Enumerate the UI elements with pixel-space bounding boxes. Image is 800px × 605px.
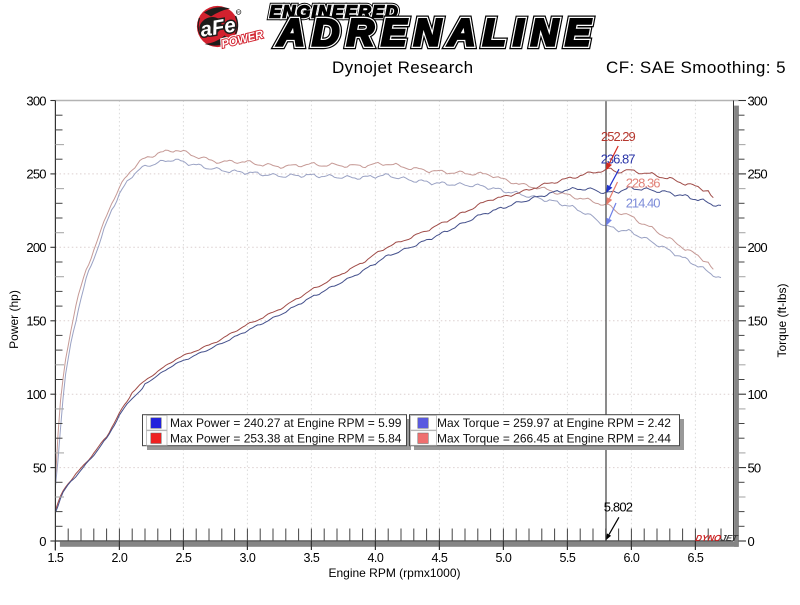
svg-text:200: 200 [26,240,46,255]
svg-text:DYNO: DYNO [695,533,723,543]
svg-text:50: 50 [33,460,46,475]
svg-text:1.5: 1.5 [47,551,63,565]
svg-text:ADRENALINE: ADRENALINE [277,13,598,55]
svg-text:ENGINEERED: ENGINEERED [270,2,400,22]
svg-text:250: 250 [748,167,768,182]
svg-text:ADRENALINE: ADRENALINE [277,13,598,55]
svg-text:250: 250 [26,167,46,182]
svg-text:100: 100 [748,387,768,402]
svg-text:0: 0 [748,534,755,549]
svg-text:252.29: 252.29 [601,129,636,144]
svg-text:150: 150 [26,314,46,329]
svg-text:5.0: 5.0 [495,551,511,565]
svg-text:300: 300 [748,93,768,108]
svg-text:aFe: aFe [199,13,237,41]
svg-text:0: 0 [39,534,46,549]
svg-text:2.5: 2.5 [175,551,191,565]
svg-text:200: 200 [748,240,768,255]
svg-text:214.40: 214.40 [626,196,661,211]
svg-text:3.5: 3.5 [303,551,319,565]
svg-text:R: R [237,11,240,15]
svg-text:50: 50 [748,460,761,475]
svg-text:150: 150 [748,314,768,329]
svg-text:Max Torque = 266.45 at Engine: Max Torque = 266.45 at Engine RPM = 2.44 [437,431,671,445]
svg-text:228.36: 228.36 [626,176,661,191]
svg-text:Max Torque = 259.97 at Engine: Max Torque = 259.97 at Engine RPM = 2.42 [437,416,671,430]
svg-text:6.5: 6.5 [687,551,703,565]
svg-text:6.0: 6.0 [623,551,639,565]
svg-text:Torque (ft-lbs): Torque (ft-lbs) [775,283,789,357]
svg-text:3.0: 3.0 [239,551,255,565]
svg-text:Engine RPM (rpmx1000): Engine RPM (rpmx1000) [328,566,460,580]
svg-text:5.802: 5.802 [604,499,633,514]
svg-text:Max Power = 240.27 at Engine R: Max Power = 240.27 at Engine RPM = 5.99 [170,416,402,430]
svg-text:4.0: 4.0 [367,551,383,565]
svg-text:JET: JET [720,533,740,543]
svg-text:4.5: 4.5 [431,551,447,565]
svg-text:5.5: 5.5 [559,551,575,565]
svg-text:236.87: 236.87 [601,152,636,167]
svg-text:ENGINEERED: ENGINEERED [270,2,400,22]
svg-text:300: 300 [26,93,46,108]
svg-text:100: 100 [26,387,46,402]
svg-text:Dynojet Research: Dynojet Research [332,58,474,77]
svg-text:ENGINEERED: ENGINEERED [270,2,400,22]
svg-text:ADRENALINE: ADRENALINE [277,13,598,55]
svg-text:2.0: 2.0 [111,551,127,565]
svg-text:Max Power = 253.38 at Engine R: Max Power = 253.38 at Engine RPM = 5.84 [170,431,402,445]
svg-text:Power (hp): Power (hp) [7,290,21,349]
svg-text:CF: SAE Smoothing: 5: CF: SAE Smoothing: 5 [606,58,786,77]
